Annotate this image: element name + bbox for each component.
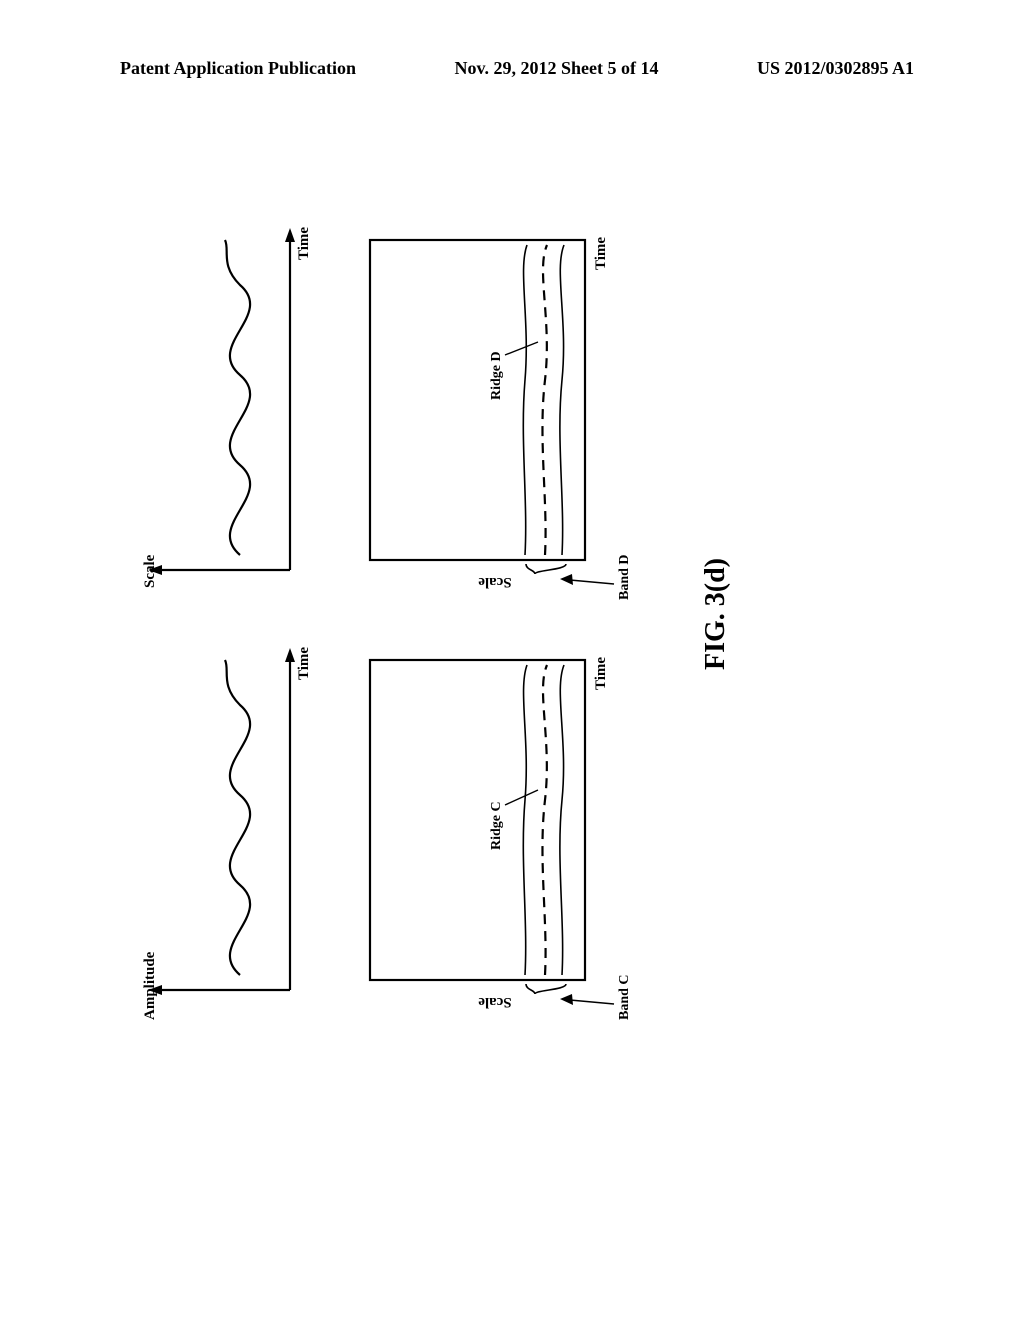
ridge-dash-left [542, 665, 547, 975]
wave-top-left [225, 660, 250, 975]
band-label-right: Band D [617, 554, 632, 600]
page-header: Patent Application Publication Nov. 29, … [0, 58, 1024, 79]
ylabel-bottom-right: Scale [478, 574, 512, 590]
ylabel-top-right: Scale [142, 554, 158, 588]
header-center: Nov. 29, 2012 Sheet 5 of 14 [455, 58, 659, 79]
figure-canvas: Amplitude Time Scale Time Scale [130, 180, 770, 1050]
ridge-lower-left [560, 665, 564, 975]
ridge-upper-right [523, 245, 527, 555]
ylabel-bottom-left: Scale [478, 994, 512, 1010]
band-label-left: Band C [617, 974, 632, 1020]
xlabel-bottom-right: Time [593, 237, 609, 270]
ridge-label-right: Ridge D [489, 351, 504, 400]
header-left: Patent Application Publication [120, 58, 356, 79]
header-right: US 2012/0302895 A1 [757, 58, 914, 79]
panel-top-right: Scale Time [140, 210, 310, 600]
xlabel-top-right: Time [296, 227, 310, 260]
ridge-dash-right [542, 245, 547, 555]
panel-bottom-right: Scale Ridge D Band D Time [360, 200, 670, 600]
ridge-lower-right [560, 245, 564, 555]
figure-caption: FIG. 3(d) [700, 558, 732, 670]
panel-bottom-left: Scale Ridge C Band C Time [360, 620, 670, 1020]
ridge-label-left: Ridge C [489, 801, 504, 850]
wave-top-right [225, 240, 250, 555]
figure-rotated-container: Amplitude Time Scale Time Scale [15, 295, 885, 935]
xlabel-bottom-left: Time [593, 657, 609, 690]
xlabel-top-left: Time [296, 647, 310, 680]
panel-top-left: Amplitude Time [140, 630, 310, 1020]
ylabel-top-left: Amplitude [142, 951, 158, 1020]
ridge-upper-left [523, 665, 527, 975]
